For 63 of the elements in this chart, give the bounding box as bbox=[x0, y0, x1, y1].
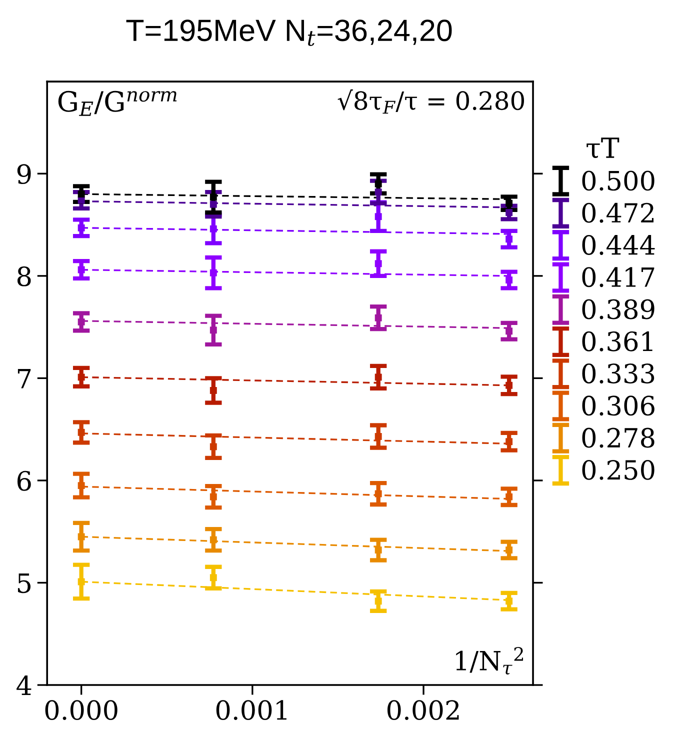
chart-title: T=195MeV N$_{t}$=36,24,20 bbox=[126, 20, 452, 46]
point bbox=[374, 260, 382, 268]
legend-label: 0.444 bbox=[582, 234, 655, 255]
point bbox=[78, 374, 85, 381]
x-tick-label: 0.001 bbox=[216, 700, 286, 720]
x-tick-label: 0.000 bbox=[45, 700, 118, 720]
point bbox=[78, 578, 85, 586]
point bbox=[506, 493, 513, 500]
point bbox=[78, 224, 85, 232]
point bbox=[374, 188, 382, 196]
point bbox=[506, 209, 513, 216]
point bbox=[210, 574, 217, 582]
annotation: √8τ$_{F}$/τ = 0.280 bbox=[338, 89, 524, 114]
y-axis-title: G$_{E}$/G$^{norm}$ bbox=[58, 90, 177, 116]
y-tick-label: 9 bbox=[17, 164, 31, 184]
x-axis-title: 1/N$_{τ}$$^{2}$ bbox=[456, 646, 523, 675]
point bbox=[374, 546, 382, 554]
point bbox=[506, 598, 513, 605]
y-tick-label: 4 bbox=[16, 675, 32, 696]
point bbox=[506, 236, 513, 243]
legend-label: 0.306 bbox=[582, 396, 654, 416]
point bbox=[210, 194, 217, 201]
point bbox=[506, 200, 513, 207]
point bbox=[78, 428, 85, 436]
point bbox=[78, 533, 85, 540]
point bbox=[506, 328, 513, 335]
x-tick-label: 0.002 bbox=[387, 700, 459, 720]
y-tick-label: 7 bbox=[18, 368, 31, 388]
legend-label: 0.389 bbox=[582, 299, 654, 320]
point bbox=[374, 180, 382, 188]
point bbox=[210, 443, 217, 450]
point bbox=[78, 482, 85, 490]
point bbox=[506, 438, 513, 446]
y-tick-label: 8 bbox=[18, 266, 31, 286]
point bbox=[506, 276, 513, 284]
point bbox=[374, 314, 382, 322]
legend-label: 0.250 bbox=[582, 460, 654, 480]
point bbox=[210, 269, 217, 276]
legend-label: 0.361 bbox=[582, 331, 652, 352]
point bbox=[210, 386, 217, 394]
legend-title: τT bbox=[586, 138, 620, 158]
point bbox=[210, 493, 217, 500]
point bbox=[374, 374, 382, 381]
point bbox=[210, 326, 217, 334]
point bbox=[374, 213, 382, 220]
legend-label: 0.417 bbox=[582, 267, 654, 288]
point bbox=[210, 200, 217, 208]
legend-label: 0.500 bbox=[582, 170, 654, 191]
point bbox=[78, 266, 85, 274]
legend-label: 0.333 bbox=[582, 364, 654, 384]
point bbox=[506, 382, 513, 389]
y-tick-label: 6 bbox=[18, 470, 31, 491]
point bbox=[506, 546, 513, 554]
legend-label: 0.472 bbox=[582, 202, 654, 223]
point bbox=[78, 190, 85, 198]
legend-label: 0.278 bbox=[582, 428, 654, 448]
point bbox=[78, 318, 85, 326]
point bbox=[374, 433, 382, 440]
point bbox=[374, 490, 382, 498]
y-tick-label: 5 bbox=[18, 574, 30, 594]
point bbox=[374, 598, 382, 605]
point bbox=[210, 536, 217, 544]
point bbox=[210, 225, 217, 232]
